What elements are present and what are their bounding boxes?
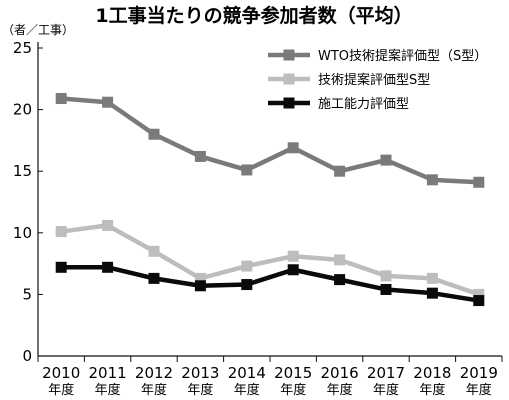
data-point (380, 154, 392, 166)
y-tick-label: 5 (22, 285, 32, 303)
x-tick-label: 2014 (228, 364, 266, 382)
legend-item: WTO技術提案評価型（S型） (268, 48, 487, 64)
data-point (473, 295, 485, 307)
x-tick-label: 2015 (274, 364, 312, 382)
x-tick-labels: 2010年度2011年度2012年度2013年度2014年度2015年度2016… (42, 364, 498, 398)
data-point (194, 272, 206, 284)
data-point (380, 283, 392, 295)
data-point (287, 264, 299, 276)
data-point (194, 280, 206, 292)
series-line (61, 265, 480, 303)
data-point (194, 150, 206, 162)
data-point (55, 226, 67, 238)
x-tick-sublabel: 年度 (48, 382, 74, 398)
data-point (102, 261, 114, 273)
x-tick-sublabel: 年度 (141, 382, 167, 398)
legend-label: WTO技術提案評価型（S型） (318, 48, 487, 64)
legend-marker (283, 49, 295, 61)
data-point (334, 165, 346, 177)
x-tick-label: 2018 (413, 364, 451, 382)
chart-title: 1工事当たりの競争参加者数（平均） (95, 4, 412, 27)
data-point (334, 274, 346, 286)
data-point (426, 272, 438, 284)
x-tick-sublabel: 年度 (95, 382, 121, 398)
data-point (241, 279, 253, 291)
data-point (380, 270, 392, 282)
data-point (102, 96, 114, 108)
data-point (148, 128, 160, 140)
data-point (473, 176, 485, 188)
y-tick-label: 15 (13, 162, 32, 180)
legend-marker (283, 97, 295, 109)
data-point (241, 260, 253, 272)
data-point (426, 287, 438, 299)
x-tick-label: 2017 (367, 364, 405, 382)
y-tick-label: 25 (13, 39, 32, 57)
data-point (148, 245, 160, 257)
legend-item: 施工能力評価型 (268, 97, 409, 112)
y-axis-unit-label: （者／工事） (2, 23, 74, 37)
x-tick-sublabel: 年度 (234, 382, 260, 398)
data-point (473, 288, 485, 300)
data-point (55, 93, 67, 105)
data-point (287, 142, 299, 154)
x-tick-sublabel: 年度 (327, 382, 353, 398)
series-2 (55, 219, 485, 300)
series-1 (55, 93, 485, 188)
legend-marker (283, 73, 295, 85)
x-tick-label: 2013 (181, 364, 219, 382)
series-group (55, 93, 485, 307)
y-tick-label: 0 (22, 347, 32, 365)
axes (37, 42, 503, 362)
x-tick-label: 2016 (321, 364, 359, 382)
y-tick-labels: 0 5 10 15 20 25 (13, 39, 32, 365)
x-tick-sublabel: 年度 (373, 382, 399, 398)
x-tick-label: 2019 (460, 364, 498, 382)
x-tick-sublabel: 年度 (419, 382, 445, 398)
data-point (55, 261, 67, 273)
data-point (426, 174, 438, 186)
legend-item: 技術提案評価型S型 (268, 72, 430, 88)
x-tick-label: 2011 (89, 364, 127, 382)
legend-label: 施工能力評価型 (318, 97, 409, 112)
data-point (287, 250, 299, 262)
x-tick-sublabel: 年度 (466, 382, 492, 398)
x-tick-label: 2010 (42, 364, 80, 382)
data-point (148, 272, 160, 284)
y-tick-label: 20 (13, 101, 32, 119)
x-tick-label: 2012 (135, 364, 173, 382)
y-tick-label: 10 (13, 224, 32, 242)
series-line (60, 223, 480, 297)
data-point (102, 219, 114, 231)
series-line (61, 96, 479, 185)
data-point (241, 164, 253, 176)
x-tick-sublabel: 年度 (280, 382, 306, 398)
series-3 (55, 261, 485, 307)
x-tick-sublabel: 年度 (187, 382, 213, 398)
data-point (334, 254, 346, 266)
legend-label: 技術提案評価型S型 (318, 72, 430, 88)
